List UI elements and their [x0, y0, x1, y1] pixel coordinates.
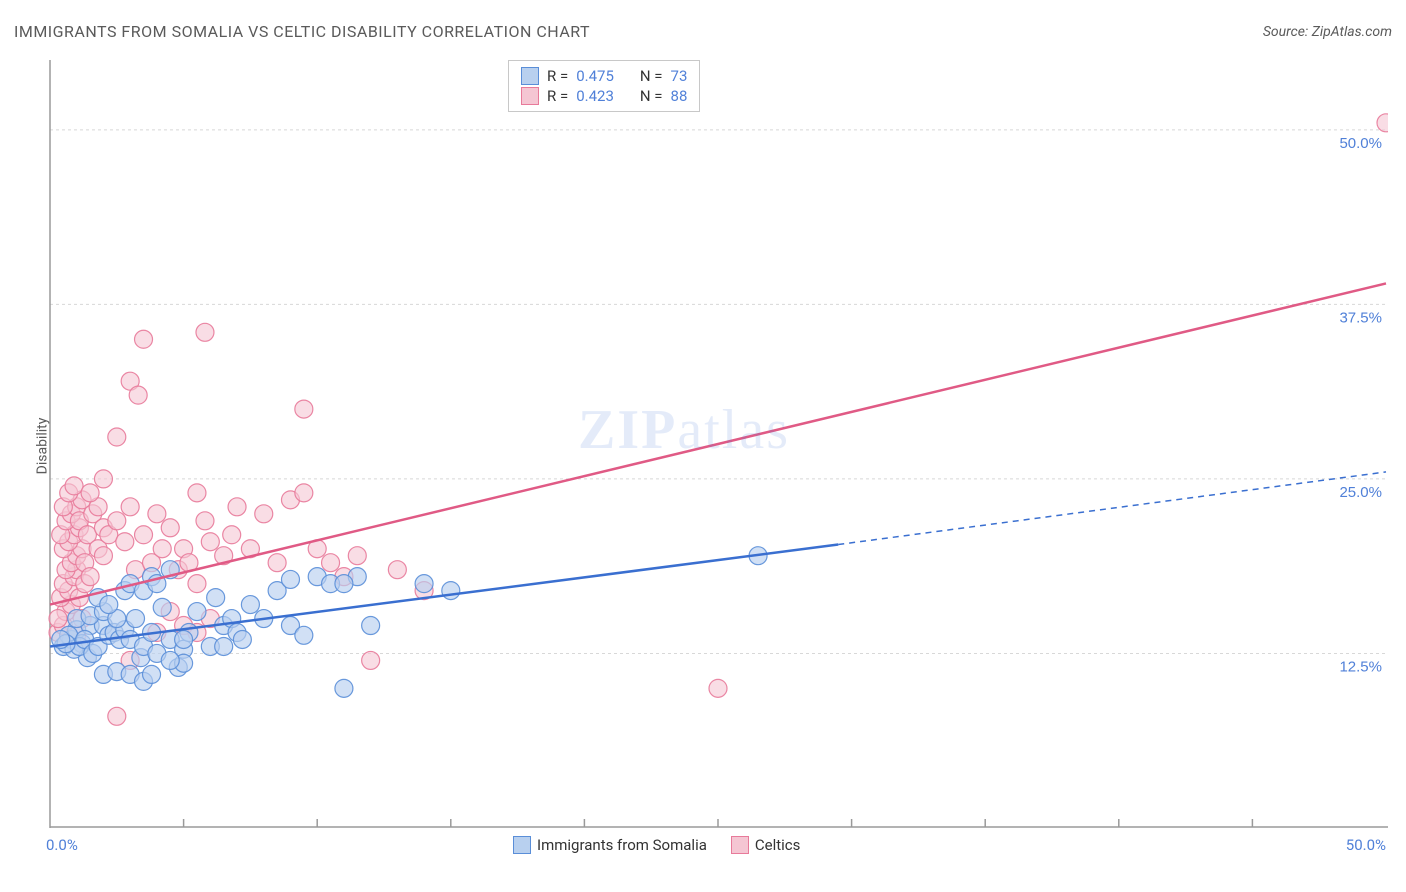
legend-swatch-series1 — [521, 67, 539, 85]
chart-title: IMMIGRANTS FROM SOMALIA VS CELTIC DISABI… — [14, 22, 590, 41]
svg-text:12.5%: 12.5% — [1339, 658, 1382, 675]
source-attribution: Source: ZipAtlas.com — [1263, 24, 1392, 40]
svg-text:25.0%: 25.0% — [1339, 484, 1382, 501]
r-label: R = — [547, 67, 568, 85]
n-label: N = — [640, 67, 663, 85]
correlation-legend: R = 0.475 N = 73 R = 0.423 N = 88 — [508, 60, 700, 112]
legend-item: Celtics — [731, 836, 801, 854]
n-value-2: 88 — [671, 87, 688, 105]
legend-swatch-series1 — [513, 836, 531, 854]
series-legend: Immigrants from Somalia Celtics — [513, 836, 800, 854]
chart-header: IMMIGRANTS FROM SOMALIA VS CELTIC DISABI… — [14, 22, 1392, 41]
x-axis-min-label: 0.0% — [46, 836, 78, 854]
r-value-1: 0.475 — [576, 67, 614, 85]
legend-row: R = 0.475 N = 73 — [521, 67, 687, 85]
n-value-1: 73 — [671, 67, 688, 85]
legend-swatch-series2 — [731, 836, 749, 854]
x-axis-max-label: 50.0% — [1346, 836, 1386, 854]
r-value-2: 0.423 — [576, 87, 614, 105]
svg-text:50.0%: 50.0% — [1339, 135, 1382, 152]
legend-item: Immigrants from Somalia — [513, 836, 707, 854]
r-label: R = — [547, 87, 568, 105]
chart-area: 12.5%25.0%37.5%50.0% ZIPatlas R = 0.475 … — [48, 58, 1388, 828]
legend-swatch-series2 — [521, 87, 539, 105]
scatter-plot: 12.5% 25.0% 37.5% 50.0% — [48, 58, 1388, 828]
n-label: N = — [640, 87, 663, 105]
series-label: Celtics — [755, 836, 801, 854]
svg-text:37.5%: 37.5% — [1339, 309, 1382, 326]
legend-row: R = 0.423 N = 88 — [521, 87, 687, 105]
series-label: Immigrants from Somalia — [537, 836, 707, 854]
